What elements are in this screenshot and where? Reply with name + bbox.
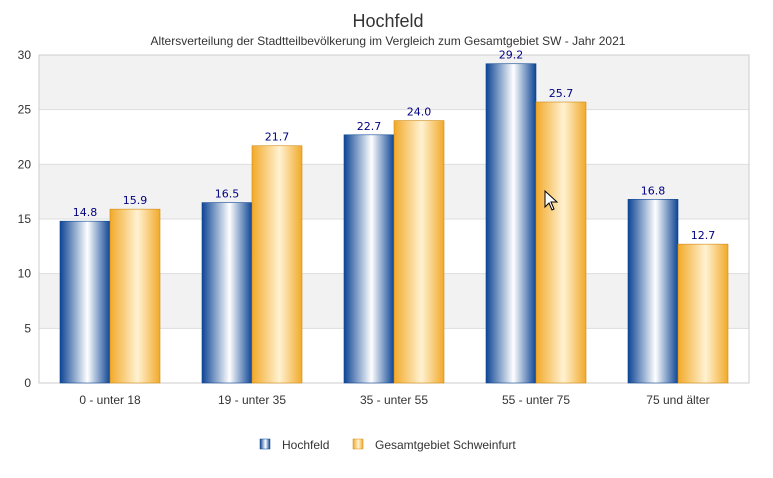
x-tick-label: 0 - unter 18 <box>79 393 141 407</box>
y-tick-label: 10 <box>18 267 32 281</box>
mouse-cursor-icon <box>544 189 559 211</box>
data-label: 15.9 <box>123 194 148 207</box>
bar-gesamtgebiet[interactable] <box>393 120 445 384</box>
bar-gesamtgebiet[interactable] <box>535 101 587 384</box>
data-label: 12.7 <box>691 229 716 242</box>
bar-hochfeld[interactable] <box>59 220 111 384</box>
bars <box>59 63 729 384</box>
y-tick-label: 15 <box>18 212 32 226</box>
bar-hochfeld[interactable] <box>201 202 253 384</box>
y-tick-label: 0 <box>24 376 31 390</box>
legend-label-hochfeld: Hochfeld <box>282 438 329 452</box>
bar-hochfeld[interactable] <box>343 134 395 384</box>
x-axis-ticks: 0 - unter 18 19 - unter 35 35 - unter 55 55… <box>79 393 709 407</box>
y-tick-label: 5 <box>24 321 31 335</box>
data-label: 24.0 <box>407 106 432 119</box>
data-label: 16.5 <box>215 188 240 201</box>
y-axis-ticks: 0 5 10 15 20 25 30 <box>18 48 32 390</box>
data-labels: 14.8 15.9 16.5 21.7 22.7 24.0 29.2 25.7 16.8 12.7 <box>73 49 716 242</box>
data-label: 25.7 <box>549 87 574 100</box>
x-tick-label: 75 und älter <box>646 393 709 407</box>
data-label: 29.2 <box>499 49 524 62</box>
legend: Hochfeld Gesamtgebiet Schweinfurt <box>259 438 516 452</box>
y-tick-label: 25 <box>18 103 32 117</box>
bar-hochfeld[interactable] <box>627 199 679 384</box>
bar-gesamtgebiet[interactable] <box>251 145 303 384</box>
data-label: 16.8 <box>641 184 666 197</box>
grid-band <box>39 55 749 110</box>
chart-title: Hochfeld <box>352 11 423 31</box>
legend-label-gesamtgebiet: Gesamtgebiet Schweinfurt <box>375 438 516 452</box>
legend-swatch-gesamtgebiet <box>352 438 364 450</box>
bar-gesamtgebiet[interactable] <box>677 243 729 384</box>
data-label: 21.7 <box>265 131 290 144</box>
y-tick-label: 20 <box>18 157 32 171</box>
legend-item-gesamtgebiet[interactable]: Gesamtgebiet Schweinfurt <box>352 438 516 452</box>
x-tick-label: 55 - unter 75 <box>502 393 570 407</box>
data-label: 22.7 <box>357 120 382 133</box>
y-tick-label: 30 <box>18 48 32 62</box>
x-tick-label: 19 - unter 35 <box>218 393 286 407</box>
x-tick-label: 35 - unter 55 <box>360 393 428 407</box>
chart-subtitle: Altersverteilung der Stadtteilbevölkerun… <box>151 34 626 48</box>
legend-swatch-hochfeld <box>259 438 271 450</box>
legend-item-hochfeld[interactable]: Hochfeld <box>259 438 329 452</box>
bar-gesamtgebiet[interactable] <box>109 208 161 384</box>
data-label: 14.8 <box>73 206 98 219</box>
bar-hochfeld[interactable] <box>485 63 537 384</box>
